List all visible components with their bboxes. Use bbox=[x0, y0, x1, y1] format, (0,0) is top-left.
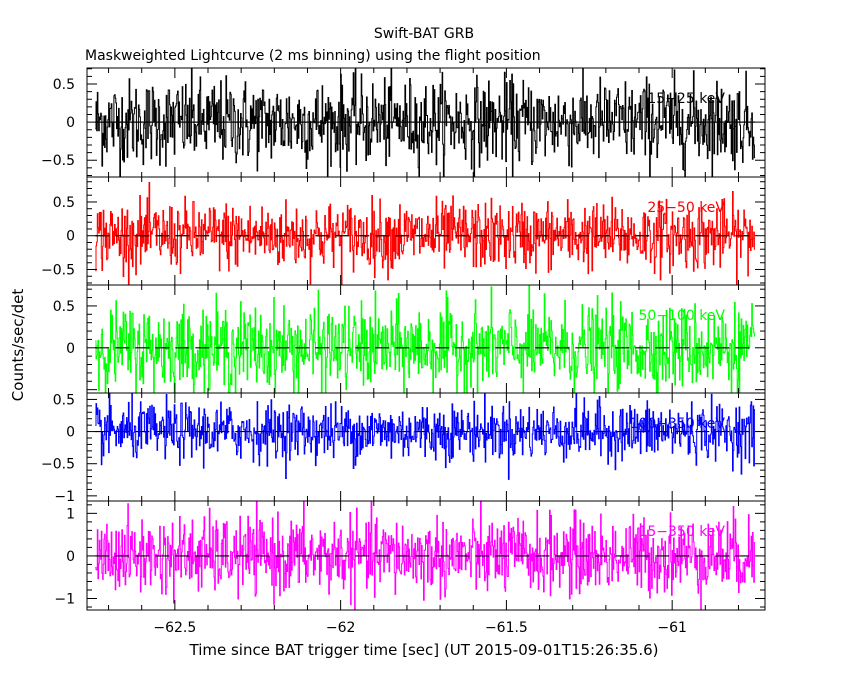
panel-100-350-kev: 0.5 0 −0.5 −1 100−350 keV bbox=[41, 392, 766, 505]
x-tick-label: −61 bbox=[657, 620, 687, 636]
y-tick-label: 1 bbox=[66, 506, 75, 522]
panel-25-50-kev: 0.5 0 −0.5 25−50 keV bbox=[41, 176, 766, 286]
y-tick-label: 0 bbox=[66, 341, 75, 357]
y-tick-label: 0 bbox=[66, 229, 75, 245]
y-tick-label: −0.5 bbox=[41, 153, 75, 169]
panel-energy-label: 15−25 keV bbox=[647, 91, 725, 107]
panel-50-100-kev: 0.5 0 50−100 keV bbox=[53, 284, 766, 394]
series-line bbox=[95, 182, 756, 286]
panel-energy-label: 15−350 keV bbox=[638, 524, 725, 540]
y-tick-label: 0.5 bbox=[53, 299, 75, 315]
series-line bbox=[95, 67, 756, 178]
y-tick-label: 0.5 bbox=[53, 392, 75, 408]
y-tick-label: 0 bbox=[66, 549, 75, 565]
y-tick-label: 0 bbox=[66, 425, 75, 441]
panel-energy-label: 25−50 keV bbox=[647, 200, 725, 216]
y-tick-label: −0.5 bbox=[41, 262, 75, 278]
panel-energy-label: 50−100 keV bbox=[638, 308, 725, 324]
y-tick-label: 0.5 bbox=[53, 195, 75, 211]
panel-energy-label: 100−350 keV bbox=[630, 416, 726, 432]
x-axis-label: Time since BAT trigger time [sec] (UT 20… bbox=[189, 641, 659, 659]
y-tick-label: 0.5 bbox=[53, 77, 75, 93]
x-tick-label: −61.5 bbox=[485, 620, 528, 636]
y-tick-label: −0.5 bbox=[41, 457, 75, 473]
x-tick-label: −62 bbox=[326, 620, 356, 636]
chart-subtitle: Maskweighted Lightcurve (2 ms binning) u… bbox=[85, 48, 541, 64]
series-line bbox=[95, 285, 756, 394]
y-tick-label: −1 bbox=[54, 592, 75, 608]
series-line bbox=[95, 500, 756, 611]
chart-title: Swift-BAT GRB bbox=[374, 26, 474, 42]
x-tick-label: −62.5 bbox=[153, 620, 196, 636]
y-axis-label: Counts/sec/det bbox=[9, 289, 27, 402]
y-tick-label: 0 bbox=[66, 115, 75, 131]
panel-15-350-kev: 1 0 −1 15−350 keV bbox=[54, 500, 766, 611]
panel-15-25-kev: 0.5 0 −0.5 15−25 keV bbox=[41, 67, 766, 178]
y-tick-label: −1 bbox=[54, 489, 75, 505]
series-line bbox=[95, 392, 756, 480]
